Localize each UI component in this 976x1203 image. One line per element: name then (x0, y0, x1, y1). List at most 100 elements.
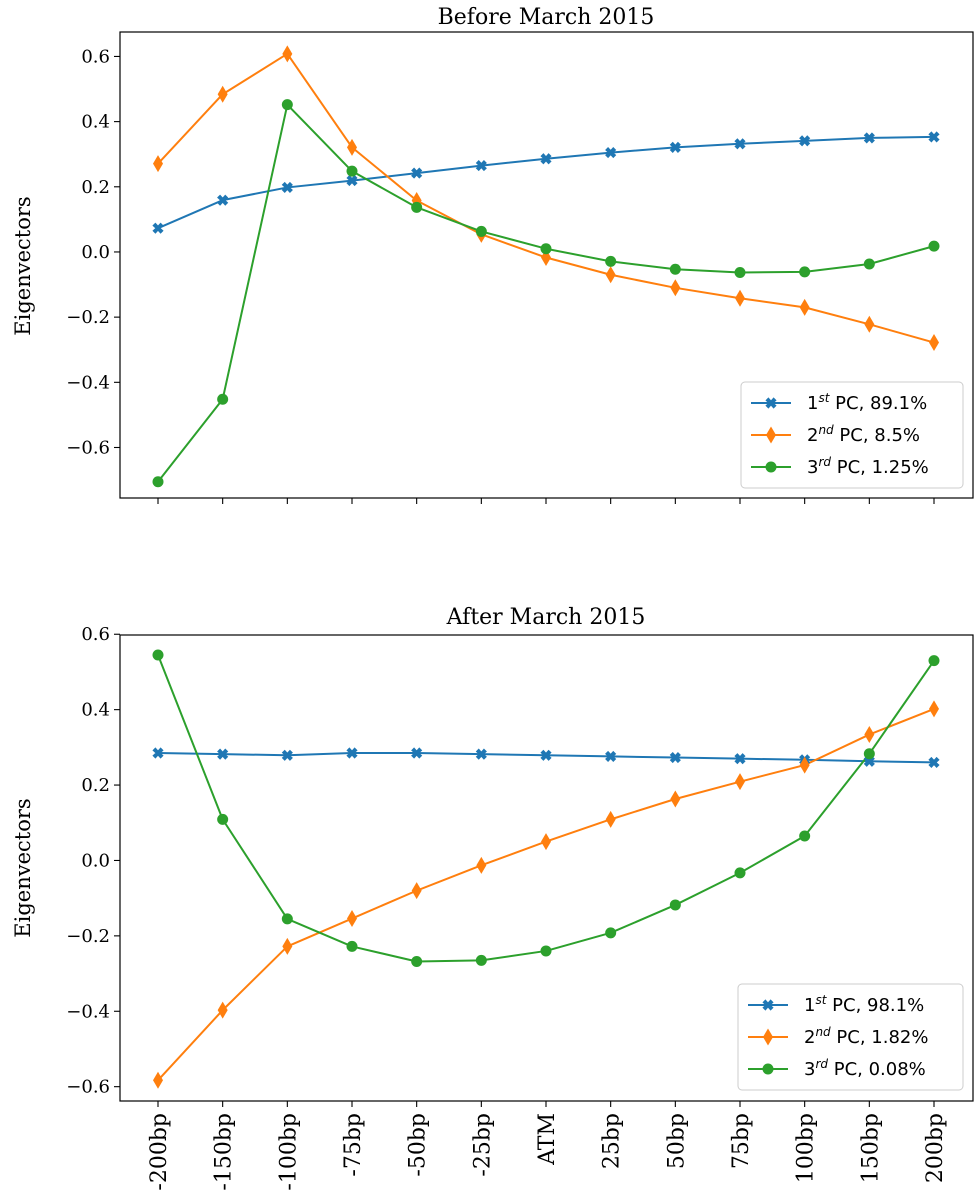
data-point (217, 813, 229, 825)
data-point (799, 135, 811, 147)
data-point (282, 937, 293, 955)
data-point (605, 266, 616, 284)
data-point (735, 289, 745, 307)
data-point (540, 749, 552, 761)
data-point (281, 99, 293, 111)
data-point (540, 243, 552, 255)
legend: 1st PC, 98.1% 2nd PC, 1.82% 3rd PC, 0.08% (737, 983, 964, 1091)
data-point (929, 700, 939, 718)
data-point (929, 334, 939, 352)
legend-label-base: 1 (807, 393, 818, 414)
x-tick-label: 75bp (729, 1113, 754, 1169)
data-point (605, 255, 617, 267)
x-ticks: -200bp -150bp -100bp -75bp -50bp -25bp ATM 25bp… (147, 1101, 948, 1191)
series-line-1 (157, 135, 935, 230)
data-point (475, 160, 487, 172)
data-point (217, 194, 229, 206)
data-point (475, 225, 487, 237)
data-point (799, 266, 811, 278)
data-point (281, 181, 293, 194)
y-tick-label: 0.4 (81, 112, 110, 133)
data-point (864, 726, 875, 744)
y-tick-label: −0.4 (66, 1001, 110, 1022)
data-point (281, 913, 293, 925)
legend-label-sup: rd (818, 455, 831, 469)
data-point (734, 266, 746, 278)
legend-label-sup: nd (818, 423, 834, 437)
y-tick-label: 0.6 (81, 46, 110, 67)
data-point (735, 773, 745, 791)
data-point (411, 167, 423, 179)
data-point (153, 155, 163, 173)
data-point (605, 750, 617, 762)
legend-label: 2nd PC, 1.82% (804, 1025, 928, 1048)
data-point (669, 141, 681, 153)
y-tick-label: 0.0 (81, 850, 110, 871)
legend-label-base: 1 (804, 995, 815, 1016)
y-tick-label: −0.4 (66, 372, 110, 393)
legend-label-base: 2 (807, 425, 818, 446)
x-tick-label: -150bp (212, 1113, 237, 1191)
data-point (346, 175, 358, 187)
data-point (217, 1001, 228, 1019)
data-point (734, 138, 746, 150)
series-line-2 (157, 52, 935, 344)
data-point (734, 867, 746, 879)
data-point (217, 748, 229, 760)
data-point (475, 748, 487, 760)
x-ticks (157, 498, 935, 504)
data-point (475, 954, 487, 966)
chart-after: After March 2015 Eigenvectors −0.6−0.4−0… (11, 605, 974, 1191)
y-tick-label: 0.0 (81, 242, 110, 263)
x-tick-label: ATM (535, 1113, 560, 1166)
data-point (863, 132, 875, 144)
series-markers (152, 45, 940, 488)
x-tick-label: 200bp (923, 1113, 948, 1183)
legend-marker (765, 397, 777, 409)
data-point (799, 298, 810, 316)
legend-marker (762, 999, 774, 1011)
legend-label-rest: PC, 0.08% (828, 1059, 926, 1080)
y-tick-label: −0.2 (66, 926, 110, 947)
x-tick-label: -25bp (470, 1113, 495, 1177)
data-point (928, 756, 940, 769)
legend-label-rest: PC, 1.82% (831, 1027, 929, 1048)
data-point (670, 790, 681, 808)
legend-label: 1st PC, 89.1% (807, 391, 927, 414)
data-point (928, 240, 940, 252)
data-point (540, 153, 552, 165)
x-tick-label: -200bp (147, 1113, 172, 1191)
data-point (411, 882, 422, 900)
legend-label: 1st PC, 98.1% (804, 993, 924, 1016)
y-tick-label: 0.2 (81, 177, 110, 198)
legend-box (737, 983, 964, 1091)
legend-label: 3rd PC, 0.08% (804, 1057, 926, 1080)
legend: 1st PC, 89.1% 2nd PC, 8.5% 3rd PC, 1.25% (740, 381, 964, 489)
data-point (411, 201, 423, 213)
data-point (347, 138, 357, 156)
y-axis-label: Eigenvectors (11, 798, 35, 937)
y-tick-label: 0.2 (81, 775, 110, 796)
data-point (734, 753, 746, 765)
legend-label-rest: PC, 1.25% (831, 457, 929, 478)
data-point (152, 476, 164, 488)
data-point (152, 222, 164, 234)
x-tick-label: -50bp (406, 1113, 431, 1177)
y-ticks: −0.6 −0.4 −0.2 0.0 0.2 0.4 0.6 (66, 624, 120, 1098)
data-point (152, 747, 164, 759)
chart-title: Before March 2015 (438, 5, 655, 30)
legend-label-sup: st (815, 993, 827, 1007)
data-point (799, 830, 811, 842)
data-point (669, 263, 681, 275)
legend-marker (766, 426, 776, 444)
x-tick-label: 150bp (858, 1113, 883, 1183)
x-tick-label: -100bp (276, 1113, 301, 1191)
data-point (411, 747, 423, 759)
data-point (863, 258, 875, 270)
data-point (669, 899, 681, 911)
data-point (605, 810, 616, 828)
y-tick-label: −0.6 (66, 1077, 110, 1098)
legend-label-rest: PC, 89.1% (829, 393, 927, 414)
legend-label: 3rd PC, 1.25% (807, 455, 929, 478)
data-point (217, 85, 228, 103)
